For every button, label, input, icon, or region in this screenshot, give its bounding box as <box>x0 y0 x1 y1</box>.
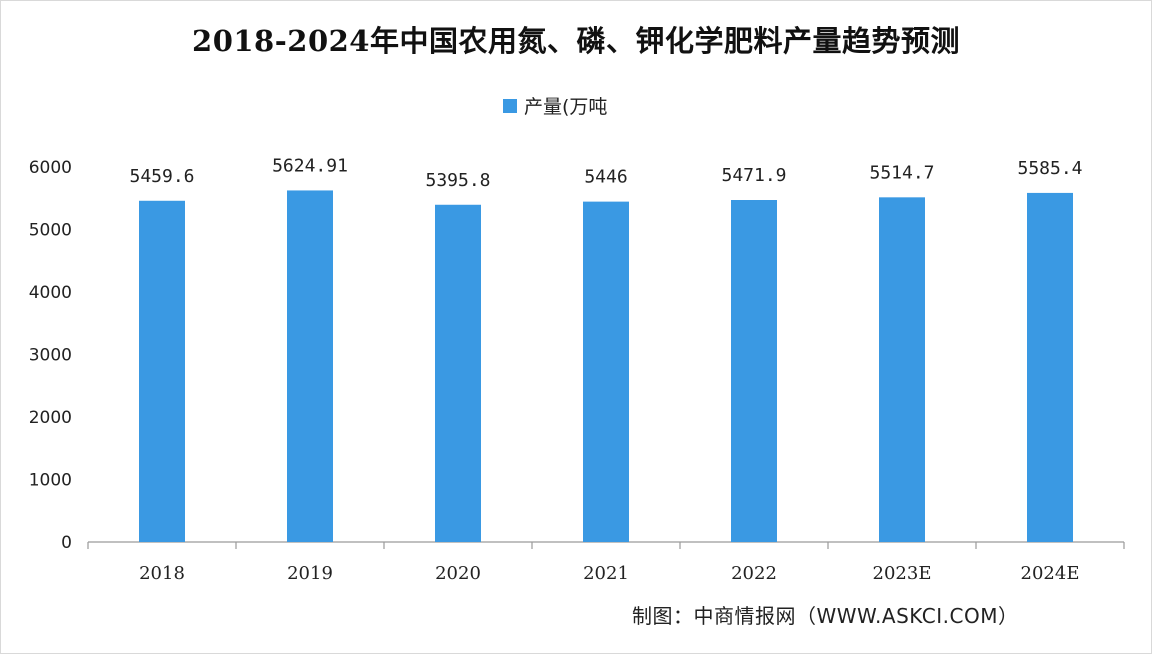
chart-title: 2018-2024年中国农用氮、磷、钾化学肥料产量趋势预测 <box>192 24 960 58</box>
bar-2021 <box>583 201 629 542</box>
y-tick-label: 3000 <box>29 346 72 366</box>
legend-label: 产量(万吨 <box>524 96 608 118</box>
y-tick-label: 5000 <box>29 221 72 241</box>
x-tick-label-2021: 2021 <box>583 563 629 584</box>
bar-2023E <box>879 197 925 543</box>
value-label-2019: 5624.91 <box>272 155 348 176</box>
value-label-2020: 5395.8 <box>425 170 490 191</box>
y-tick-label: 6000 <box>29 158 72 178</box>
legend-swatch <box>503 98 517 113</box>
y-tick-label: 0 <box>61 533 72 553</box>
x-tick-label-2018: 2018 <box>139 563 185 584</box>
bar-2019 <box>287 190 333 543</box>
value-label-2021: 5446 <box>584 167 627 188</box>
bar-2022 <box>731 200 777 542</box>
value-label-2023E: 5514.7 <box>869 162 934 183</box>
legend: 产量(万吨 <box>503 92 607 119</box>
x-tick-label-2022: 2022 <box>731 563 777 584</box>
x-tick-label-2023E: 2023E <box>873 563 932 584</box>
source-note: 制图：中商情报网（WWW.ASKCI.COM） <box>632 604 1019 628</box>
value-label-2022: 5471.9 <box>721 165 786 186</box>
x-tick-label-2020: 2020 <box>435 563 481 584</box>
bar-2024E <box>1027 192 1073 542</box>
value-label-2018: 5459.6 <box>129 166 194 187</box>
y-tick-label: 1000 <box>29 471 72 491</box>
x-tick-label-2024E: 2024E <box>1021 563 1080 584</box>
x-tick-label-2019: 2019 <box>287 563 333 584</box>
y-tick-label: 4000 <box>29 283 72 303</box>
bar-2020 <box>435 204 481 542</box>
value-label-2024E: 5585.4 <box>1017 158 1082 179</box>
bar-2018 <box>139 200 185 542</box>
y-tick-label: 2000 <box>29 408 72 428</box>
